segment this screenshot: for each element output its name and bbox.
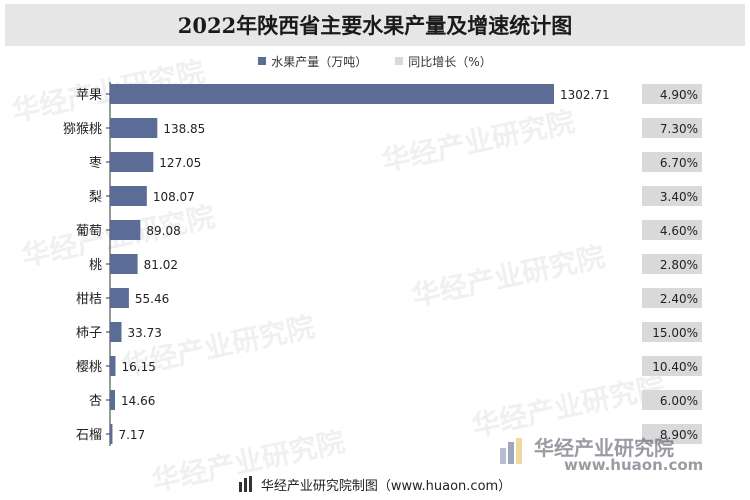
bar bbox=[110, 220, 141, 240]
category-label: 柿子 bbox=[76, 325, 102, 341]
bar bbox=[110, 288, 129, 308]
growth-box bbox=[642, 390, 702, 410]
category-label: 石榴 bbox=[76, 428, 102, 443]
growth-box bbox=[642, 254, 702, 274]
brand-url: www.huaon.com bbox=[564, 456, 704, 474]
footer: 华经产业研究院制图（www.huaon.com） bbox=[0, 472, 750, 496]
bar bbox=[110, 84, 554, 104]
growth-box bbox=[642, 322, 702, 342]
growth-label: 2.80% bbox=[660, 258, 698, 272]
growth-box bbox=[642, 152, 702, 172]
brand-name: 华经产业研究院 bbox=[534, 436, 674, 460]
bar bbox=[110, 254, 138, 274]
category-label: 苹果 bbox=[76, 88, 102, 103]
category-label: 柑桔 bbox=[76, 292, 102, 307]
data-label: 16.15 bbox=[122, 360, 156, 374]
data-label: 89.08 bbox=[146, 224, 180, 238]
growth-label: 6.00% bbox=[660, 394, 698, 408]
category-label: 葡萄 bbox=[76, 224, 102, 239]
category-label: 猕猴桃 bbox=[63, 122, 102, 137]
source-note: 华经产业研究院制图（www.huaon.com） bbox=[260, 478, 512, 494]
category-label: 桃 bbox=[89, 258, 102, 273]
category-label: 梨 bbox=[89, 190, 102, 205]
data-label: 33.73 bbox=[127, 326, 161, 340]
growth-label: 2.40% bbox=[660, 292, 698, 306]
bar bbox=[110, 186, 147, 206]
category-label: 樱桃 bbox=[76, 359, 102, 375]
data-label: 1302.71 bbox=[560, 88, 610, 102]
source-logo-icon bbox=[238, 476, 252, 492]
data-label: 7.17 bbox=[118, 428, 145, 442]
growth-box bbox=[642, 186, 702, 206]
chart-title: 2022年陕西省主要水果产量及增速统计图 bbox=[177, 13, 573, 38]
data-label: 127.05 bbox=[159, 156, 201, 170]
title-bar: 2022年陕西省主要水果产量及增速统计图 bbox=[5, 4, 745, 46]
data-label: 55.46 bbox=[135, 292, 169, 306]
legend-item-growth: 同比增长（%） bbox=[395, 53, 492, 70]
bar bbox=[110, 322, 122, 342]
bar bbox=[110, 390, 115, 410]
bar bbox=[110, 152, 154, 172]
category-label: 杏 bbox=[89, 394, 102, 409]
growth-box bbox=[642, 118, 702, 138]
growth-box bbox=[642, 356, 702, 376]
growth-label: 6.70% bbox=[660, 156, 698, 170]
growth-box bbox=[642, 220, 702, 240]
growth-label: 8.90% bbox=[660, 428, 698, 442]
legend-label-growth: 同比增长（%） bbox=[408, 54, 492, 69]
growth-box bbox=[642, 84, 702, 104]
data-label: 108.07 bbox=[153, 190, 195, 204]
data-label: 138.85 bbox=[163, 122, 205, 136]
growth-label: 10.40% bbox=[652, 360, 698, 374]
growth-box bbox=[642, 424, 702, 444]
brand-watermark: 华经产业研究院 www.huaon.com bbox=[498, 432, 738, 474]
brand-logo-icon bbox=[500, 438, 522, 464]
legend: 水果产量（万吨） 同比增长（%） bbox=[0, 52, 750, 70]
growth-label: 7.30% bbox=[660, 122, 698, 136]
data-label: 81.02 bbox=[144, 258, 178, 272]
growth-label: 4.90% bbox=[660, 88, 698, 102]
growth-label: 3.40% bbox=[660, 190, 698, 204]
growth-label: 4.60% bbox=[660, 224, 698, 238]
legend-swatch-growth bbox=[395, 57, 404, 65]
bar bbox=[110, 356, 116, 376]
growth-label: 15.00% bbox=[652, 326, 698, 340]
legend-label-production: 水果产量（万吨） bbox=[271, 54, 368, 69]
category-label: 枣 bbox=[89, 156, 102, 171]
bar bbox=[110, 424, 113, 444]
data-label: 14.66 bbox=[121, 394, 155, 408]
legend-item-production: 水果产量（万吨） bbox=[258, 53, 367, 70]
growth-box bbox=[642, 288, 702, 308]
bar bbox=[110, 118, 158, 138]
legend-swatch-production bbox=[258, 57, 267, 65]
